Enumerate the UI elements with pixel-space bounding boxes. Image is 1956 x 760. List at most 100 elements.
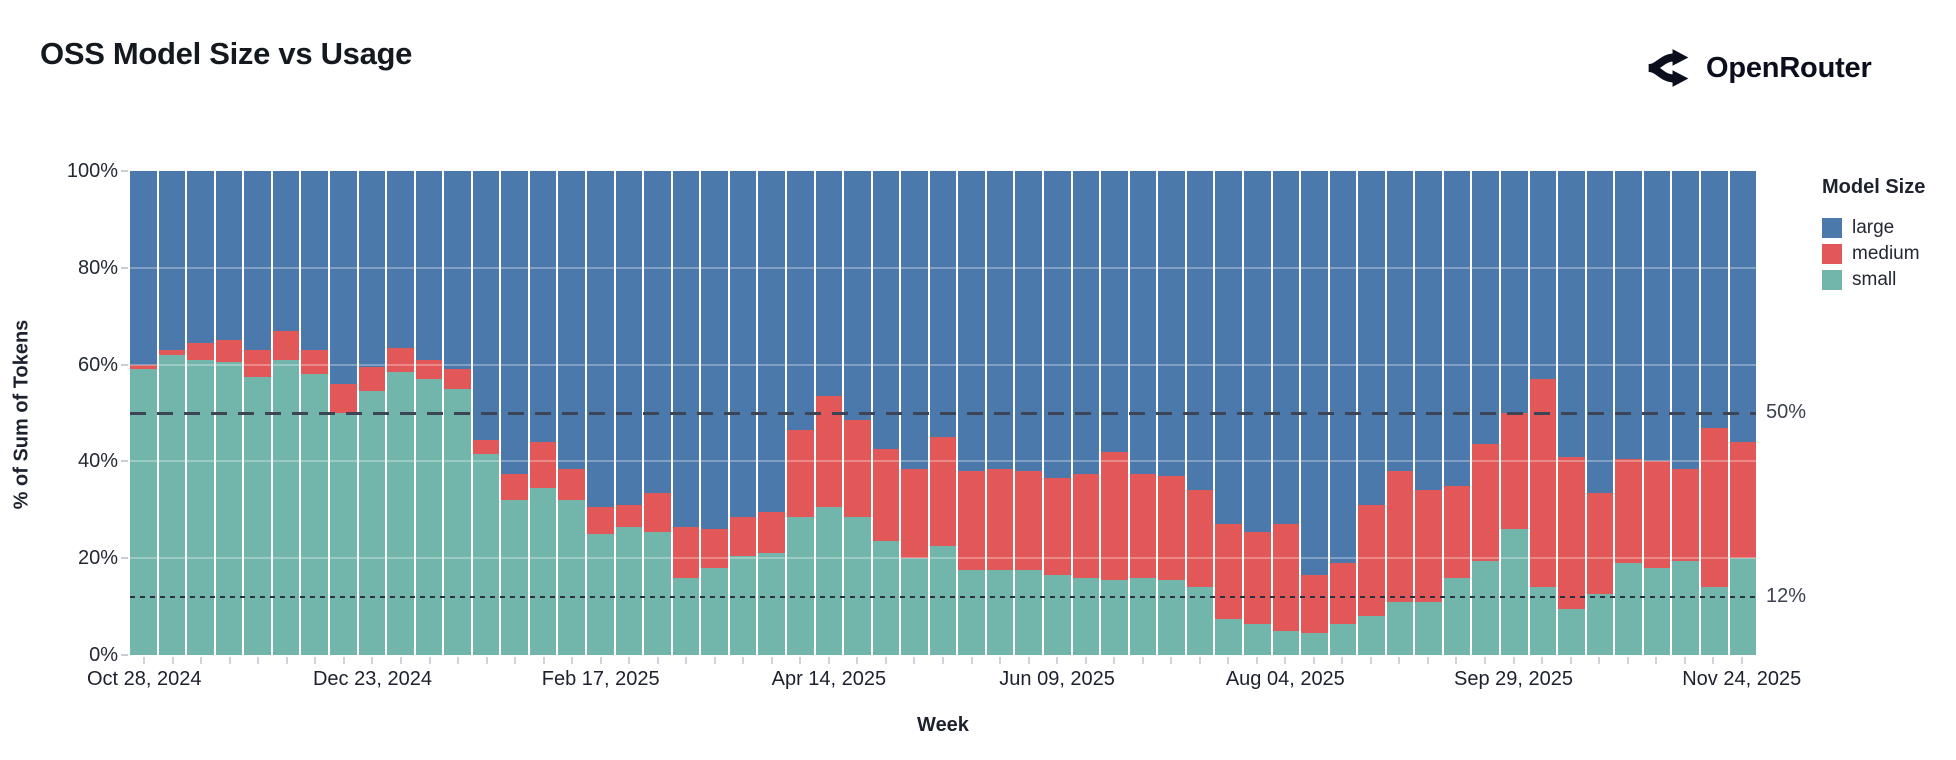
bar-segment-small[interactable] <box>130 369 157 655</box>
bar-segment-medium[interactable] <box>501 473 528 501</box>
bar-segment-large[interactable] <box>1615 171 1642 459</box>
bar-segment-small[interactable] <box>1501 529 1528 655</box>
bar-segment-medium[interactable] <box>986 468 1014 571</box>
stacked-bar-week[interactable] <box>672 171 700 655</box>
stacked-bar-week[interactable] <box>644 171 671 655</box>
bar-segment-medium[interactable] <box>729 517 757 556</box>
bar-segment-large[interactable] <box>130 171 157 365</box>
bar-segment-medium[interactable] <box>1443 485 1471 578</box>
bar-segment-large[interactable] <box>672 171 700 527</box>
bar-segment-small[interactable] <box>1015 570 1042 655</box>
bar-segment-medium[interactable] <box>1158 475 1185 580</box>
bar-segment-medium[interactable] <box>1044 478 1071 576</box>
bar-segment-medium[interactable] <box>786 429 814 518</box>
bar-segment-small[interactable] <box>472 454 500 655</box>
bar-segment-small[interactable] <box>729 555 757 655</box>
bar-segment-small[interactable] <box>1558 609 1585 655</box>
bar-segment-small[interactable] <box>1586 594 1614 655</box>
bar-segment-large[interactable] <box>1729 171 1757 443</box>
stacked-bar-week[interactable] <box>158 171 186 655</box>
stacked-bar-week[interactable] <box>1215 171 1242 655</box>
bar-segment-small[interactable] <box>1615 563 1642 655</box>
bar-segment-large[interactable] <box>529 171 557 443</box>
bar-segment-medium[interactable] <box>758 512 785 554</box>
stacked-bar-week[interactable] <box>786 171 814 655</box>
stacked-bar-week[interactable] <box>729 171 757 655</box>
bar-segment-small[interactable] <box>815 507 843 655</box>
bar-segment-large[interactable] <box>1700 171 1728 428</box>
stacked-bar-week[interactable] <box>1586 171 1614 655</box>
bar-segment-large[interactable] <box>644 171 671 493</box>
stacked-bar-week[interactable] <box>758 171 785 655</box>
bar-segment-small[interactable] <box>1158 579 1185 655</box>
stacked-bar-week[interactable] <box>387 171 414 655</box>
bar-segment-small[interactable] <box>1243 623 1271 655</box>
bar-segment-large[interactable] <box>872 171 900 450</box>
bar-segment-large[interactable] <box>1158 171 1185 476</box>
stacked-bar-week[interactable] <box>1015 171 1042 655</box>
bar-segment-medium[interactable] <box>1243 531 1271 624</box>
legend-item-medium[interactable]: medium <box>1822 241 1925 267</box>
bar-segment-small[interactable] <box>158 354 186 655</box>
bar-segment-medium[interactable] <box>615 504 643 527</box>
bar-segment-large[interactable] <box>701 171 728 530</box>
bar-segment-large[interactable] <box>387 171 414 348</box>
stacked-bar-week[interactable] <box>501 171 528 655</box>
bar-segment-large[interactable] <box>187 171 214 343</box>
bar-segment-large[interactable] <box>1358 171 1385 505</box>
stacked-bar-week[interactable] <box>1472 171 1499 655</box>
bar-segment-large[interactable] <box>1101 171 1128 452</box>
bar-segment-medium[interactable] <box>1129 473 1157 578</box>
bar-segment-large[interactable] <box>986 171 1014 469</box>
bar-segment-medium[interactable] <box>587 507 614 534</box>
stacked-bar-week[interactable] <box>1443 171 1471 655</box>
stacked-bar-week[interactable] <box>244 171 271 655</box>
bar-segment-medium[interactable] <box>244 350 271 377</box>
bar-segment-small[interactable] <box>1643 567 1671 655</box>
bar-segment-small[interactable] <box>1672 560 1699 655</box>
stacked-bar-week[interactable] <box>215 171 243 655</box>
bar-segment-small[interactable] <box>187 359 214 655</box>
bar-segment-small[interactable] <box>501 500 528 655</box>
bar-segment-large[interactable] <box>615 171 643 505</box>
stacked-bar-week[interactable] <box>1415 171 1442 655</box>
stacked-bar-week[interactable] <box>272 171 300 655</box>
bar-segment-small[interactable] <box>1358 616 1385 655</box>
stacked-bar-week[interactable] <box>1158 171 1185 655</box>
bar-segment-large[interactable] <box>1415 171 1442 491</box>
bar-segment-medium[interactable] <box>644 492 671 532</box>
bar-segment-large[interactable] <box>1443 171 1471 486</box>
bar-segment-small[interactable] <box>1443 577 1471 655</box>
bar-segment-small[interactable] <box>1215 618 1242 655</box>
stacked-bar-week[interactable] <box>1072 171 1100 655</box>
bar-segment-small[interactable] <box>587 533 614 655</box>
bar-segment-medium[interactable] <box>701 529 728 568</box>
stacked-bar-week[interactable] <box>1186 171 1214 655</box>
bar-segment-small[interactable] <box>986 570 1014 655</box>
bar-segment-small[interactable] <box>329 412 357 655</box>
bar-segment-medium[interactable] <box>844 420 871 518</box>
bar-segment-medium[interactable] <box>187 342 214 360</box>
stacked-bar-week[interactable] <box>558 171 585 655</box>
bar-segment-large[interactable] <box>786 171 814 430</box>
bar-segment-large[interactable] <box>729 171 757 518</box>
bar-segment-small[interactable] <box>1329 623 1357 655</box>
bar-segment-large[interactable] <box>1501 171 1528 413</box>
bar-segment-large[interactable] <box>1586 171 1614 493</box>
bar-segment-small[interactable] <box>1729 558 1757 655</box>
bar-segment-small[interactable] <box>244 376 271 655</box>
bar-segment-large[interactable] <box>1672 171 1699 469</box>
bar-segment-large[interactable] <box>587 171 614 508</box>
bar-segment-large[interactable] <box>1472 171 1499 445</box>
bar-segment-small[interactable] <box>929 546 957 655</box>
bar-segment-medium[interactable] <box>1272 524 1300 631</box>
bar-segment-medium[interactable] <box>1700 427 1728 588</box>
bar-segment-small[interactable] <box>672 577 700 655</box>
stacked-bar-week[interactable] <box>415 171 443 655</box>
bar-segment-small[interactable] <box>1415 601 1442 655</box>
bar-segment-medium[interactable] <box>1358 504 1385 617</box>
bar-segment-small[interactable] <box>1186 587 1214 655</box>
stacked-bar-week[interactable] <box>1615 171 1642 655</box>
bar-segment-large[interactable] <box>244 171 271 351</box>
bar-segment-small[interactable] <box>444 388 471 655</box>
